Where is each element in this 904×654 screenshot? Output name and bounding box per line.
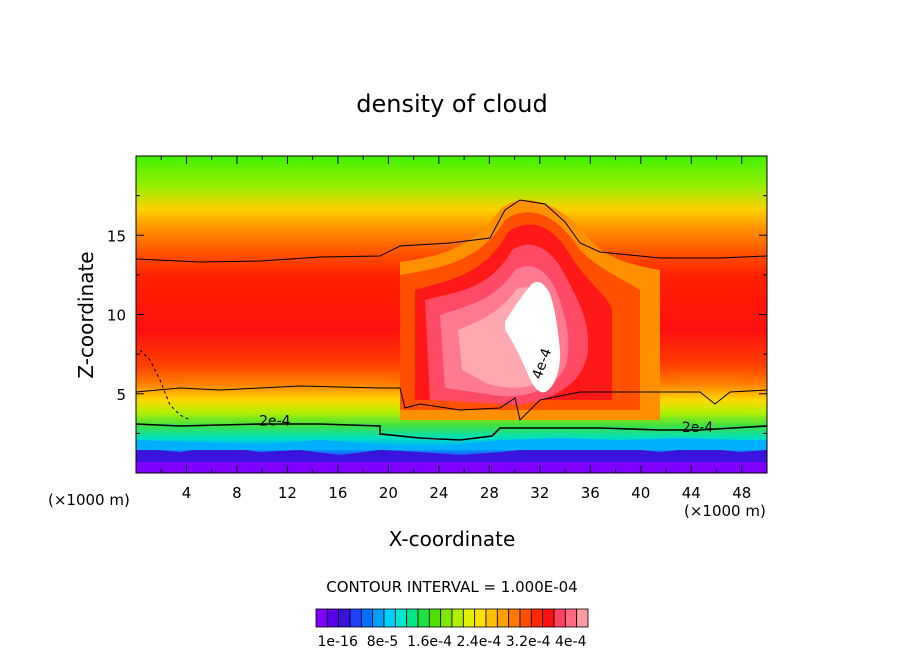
colorbar-swatch — [462, 608, 476, 628]
x-tick-label: 24 — [429, 484, 448, 502]
colorbar-swatch — [485, 608, 498, 628]
x-tick-label: 44 — [682, 484, 701, 502]
x-axis: 4 8 12 16 20 24 28 32 36 40 44 48 — [160, 156, 751, 502]
plot-area — [136, 156, 767, 473]
x-tick-label: 12 — [278, 484, 297, 502]
contour-label: 2e-4 — [259, 413, 291, 429]
colorbar-swatch — [372, 608, 385, 628]
x-tick-label: 40 — [631, 484, 650, 502]
contour-1e-4-upper — [136, 199, 767, 263]
colorbar-swatch — [530, 608, 544, 628]
colorbar-swatch — [451, 608, 464, 628]
y-axis-title: Z-coordinate — [74, 251, 98, 378]
colorbar-swatch — [349, 608, 362, 628]
colorbar-swatch — [542, 608, 555, 628]
colorbar-swatch — [508, 608, 521, 628]
colorbar-swatch — [428, 608, 442, 628]
ground-band-purple — [136, 460, 767, 473]
colorbar-swatch — [406, 608, 419, 628]
x-tick-label: 4 — [182, 484, 192, 502]
colorbar-swatch — [440, 608, 453, 628]
y-tick-label: 15 — [107, 227, 126, 245]
colorbar-swatch — [553, 608, 566, 628]
x-tick-label: 20 — [379, 484, 398, 502]
x-axis-title: X-coordinate — [389, 527, 516, 551]
colorbar-labels: 1e-16 8e-5 1.6e-4 2.4e-4 3.2e-4 4e-4 — [317, 634, 586, 650]
x-tick-label: 28 — [480, 484, 499, 502]
colorbar-swatch — [576, 608, 589, 628]
contour-label: 2e-4 — [682, 420, 714, 436]
colorbar-swatch — [315, 608, 328, 628]
colorbar-swatch — [519, 608, 532, 628]
y-tick-label: 5 — [116, 386, 126, 404]
contour-interval-text: CONTOUR INTERVAL = 1.000E-04 — [326, 578, 577, 596]
contour-2e-4 — [136, 423, 767, 441]
contour-dashed — [139, 349, 191, 421]
colorbar-swatch — [383, 608, 396, 628]
colorbar-swatch — [474, 608, 487, 628]
ground-band-cyan — [136, 438, 767, 450]
x-tick-label: 16 — [328, 484, 347, 502]
x-unit-right: (×1000 m) — [684, 502, 766, 520]
colorbar-swatch — [326, 608, 340, 628]
y-tick-label: 10 — [107, 307, 126, 325]
y-axis: 5 10 15 — [107, 195, 767, 434]
plume-core-white — [505, 281, 561, 393]
colorbar — [315, 608, 589, 628]
colorbar-swatch — [338, 608, 351, 628]
x-tick-label: 48 — [732, 484, 751, 502]
colorbar-swatch — [496, 608, 510, 628]
x-unit-left: (×1000 m) — [48, 491, 130, 509]
contour-1e-4-lower — [136, 385, 767, 421]
colorbar-swatch — [564, 608, 578, 628]
colorbar-swatch — [394, 608, 408, 628]
x-tick-label: 32 — [530, 484, 549, 502]
colorbar-swatch — [417, 608, 430, 628]
colorbar-swatch — [360, 608, 374, 628]
x-tick-label: 8 — [232, 484, 242, 502]
chart-title: density of cloud — [356, 90, 547, 118]
x-tick-label: 36 — [581, 484, 600, 502]
